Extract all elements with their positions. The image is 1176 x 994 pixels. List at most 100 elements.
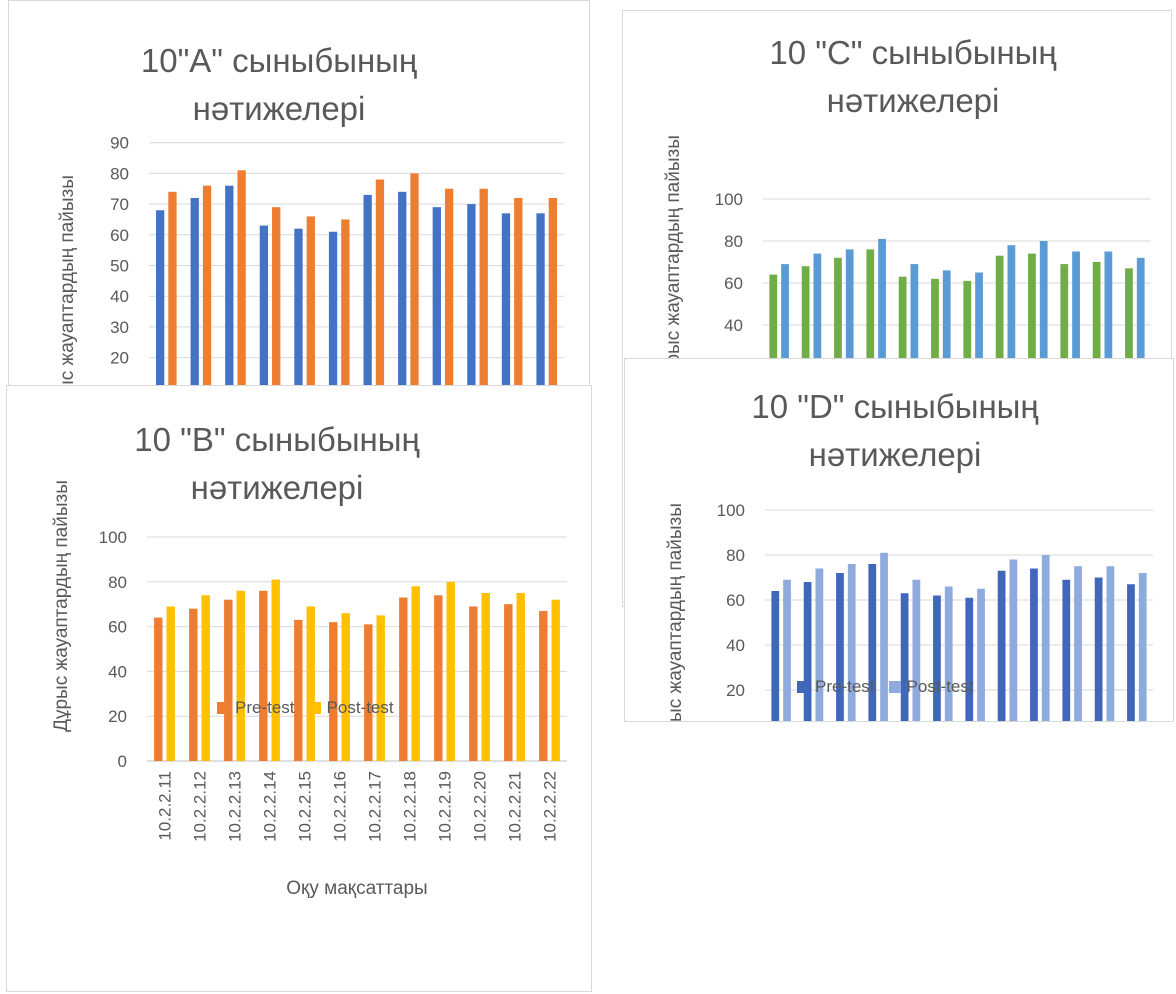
- y-tick-label: 60: [108, 618, 127, 637]
- chart-b-title-line2: нәтижелері: [190, 469, 364, 506]
- y-tick-label: 80: [110, 164, 129, 183]
- bar-post: [815, 568, 824, 721]
- y-axis-label: Дұрыс жауаптардың пайызы: [51, 480, 72, 732]
- chart-d-legend: Pre-test Post-test: [797, 677, 974, 697]
- y-tick-label: 80: [726, 546, 745, 565]
- legend-swatch-post: [888, 681, 901, 693]
- chart-a-title: 10"A" сыныбының нәтижелері: [9, 37, 549, 133]
- bar-post: [944, 586, 953, 721]
- chart-d-title-line1: 10 "D" сыныбының: [751, 388, 1039, 425]
- bar-pre: [803, 582, 812, 721]
- bar-post: [1074, 566, 1082, 721]
- x-tick-label: 10.2.2.12: [191, 771, 210, 842]
- bar-pre: [965, 597, 974, 721]
- y-tick-label: 100: [717, 501, 745, 520]
- x-axis-label: Оқу мақсаттары: [286, 878, 427, 899]
- y-tick-label: 20: [108, 707, 127, 726]
- chart-a-title-line2: нәтижелері: [192, 90, 366, 127]
- bar-pre: [224, 599, 233, 761]
- bar-post: [410, 173, 419, 419]
- bar-pre: [155, 210, 165, 419]
- bar-post: [781, 264, 789, 409]
- bar-post: [166, 606, 175, 761]
- y-tick-label: 60: [724, 274, 743, 293]
- bar-pre: [1030, 568, 1038, 721]
- bar-pre: [467, 204, 476, 419]
- bar-post: [201, 595, 210, 761]
- bar-pre: [769, 274, 778, 409]
- bar-post: [1072, 251, 1080, 409]
- chart-a-title-line1: 10"A" сыныбының: [140, 42, 418, 79]
- y-axis-label: Дұрыс жауаптардың пайызы: [663, 135, 684, 387]
- bar-pre: [259, 225, 269, 419]
- bar-post: [516, 593, 525, 761]
- bar-pre: [1060, 264, 1069, 409]
- bar-pre: [434, 595, 443, 761]
- legend-label-pre: Pre-test: [235, 698, 295, 717]
- bar-pre: [931, 278, 939, 409]
- legend-item-pre: Pre-test: [217, 698, 295, 718]
- bar-pre: [1127, 584, 1135, 721]
- bar-post: [444, 188, 454, 419]
- bar-pre: [432, 207, 441, 419]
- bar-post: [306, 216, 315, 419]
- bar-pre: [868, 564, 877, 721]
- x-tick-label: 10.2.2.20: [471, 771, 490, 842]
- bar-post: [514, 197, 523, 419]
- x-tick-label: 10.2.2.15: [296, 771, 315, 842]
- bar-post: [168, 191, 177, 419]
- bar-post: [236, 590, 245, 761]
- y-tick-label: 100: [715, 190, 743, 209]
- bar-pre: [1028, 253, 1036, 409]
- bar-post: [975, 272, 983, 409]
- bar-pre: [995, 255, 1004, 409]
- y-tick-label: 80: [724, 232, 743, 251]
- bar-pre: [801, 266, 810, 409]
- chart-b-legend: Pre-test Post-test: [217, 698, 394, 718]
- bar-pre: [190, 197, 199, 419]
- bar-pre: [866, 249, 875, 409]
- bar-post: [1104, 251, 1113, 409]
- bar-post: [202, 185, 212, 419]
- bar-pre: [225, 185, 234, 419]
- y-tick-label: 40: [726, 636, 745, 655]
- y-tick-label: 20: [110, 349, 129, 368]
- legend-swatch-pre: [797, 681, 809, 693]
- bar-pre: [963, 280, 972, 409]
- bar-post: [845, 249, 854, 409]
- x-tick-label: 10.2.2.16: [331, 771, 350, 842]
- bar-post: [813, 253, 822, 409]
- bar-pre: [364, 624, 373, 761]
- bar-pre: [504, 604, 513, 761]
- bar-pre: [997, 570, 1006, 721]
- bar-pre: [399, 597, 408, 761]
- bar-post: [912, 579, 921, 721]
- bar-post: [481, 593, 490, 761]
- bar-post: [1106, 566, 1115, 721]
- bar-post: [272, 207, 281, 419]
- bar-pre: [1092, 262, 1101, 409]
- bar-post: [1041, 555, 1050, 721]
- bar-pre: [189, 608, 198, 761]
- bar-post: [551, 599, 560, 761]
- bar-post: [479, 188, 488, 419]
- bar-post: [942, 270, 951, 409]
- bar-post: [306, 606, 315, 761]
- bar-pre: [1094, 577, 1103, 721]
- bar-post: [446, 581, 455, 761]
- legend-label-pre: Pre-test: [815, 677, 875, 696]
- bar-post: [237, 170, 246, 419]
- bar-post: [341, 613, 350, 761]
- bar-pre: [328, 231, 338, 419]
- chart-b-plot: 0 20 40 60 80 100 Дұрыс жауаптардың пайызы 10.2…: [51, 480, 567, 899]
- y-tick-label: 80: [108, 573, 127, 592]
- chart-panel-b: 10 "B" сыныбының нәтижелері 0 20 40 60 80 100…: [6, 385, 592, 992]
- y-axis-label: Дұрыс жауаптардың пайызы: [57, 175, 78, 427]
- bar-post: [1136, 257, 1145, 409]
- legend-swatch-pre: [217, 702, 229, 714]
- y-tick-label: 90: [110, 134, 129, 153]
- chart-c-title-line1: 10 "C" сыныбының: [769, 34, 1057, 71]
- chart-b-title: 10 "B" сыныбының нәтижелері: [67, 416, 487, 512]
- bar-post: [271, 579, 280, 761]
